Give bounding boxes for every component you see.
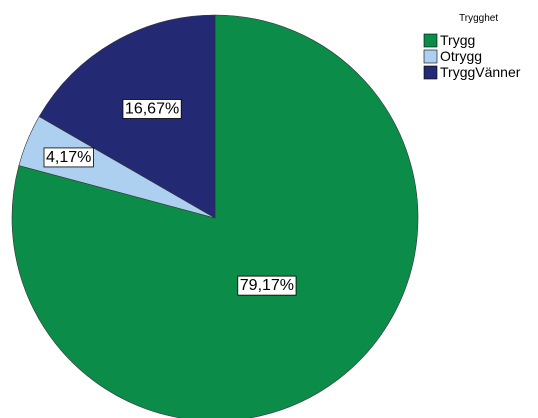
data-label-box bbox=[237, 275, 297, 296]
legend-swatch-otrygg bbox=[423, 49, 438, 64]
data-label-otrygg: 4,17% bbox=[43, 147, 94, 168]
data-label-tryggvänner: 16,67% bbox=[122, 99, 182, 119]
pie-slices bbox=[11, 14, 419, 418]
data-label-box bbox=[122, 99, 182, 119]
legend-title: Trygghet bbox=[459, 13, 498, 24]
legend-swatch-tryggvänner bbox=[423, 65, 438, 80]
data-label-text: 16,67% bbox=[125, 101, 179, 118]
pie-labels: 79,17% 4,17% 16,67% bbox=[43, 99, 297, 296]
data-label-text: 4,17% bbox=[46, 149, 91, 166]
data-label-box bbox=[43, 147, 94, 168]
legend-label-trygg: Trygg bbox=[440, 32, 475, 48]
data-label-text: 79,17% bbox=[240, 277, 294, 294]
data-label-trygg: 79,17% bbox=[237, 275, 297, 296]
legend-label-tryggvänner: TryggVänner bbox=[440, 64, 521, 80]
legend-label-otrygg: Otrygg bbox=[440, 48, 482, 64]
legend-swatch-trygg bbox=[423, 33, 438, 48]
